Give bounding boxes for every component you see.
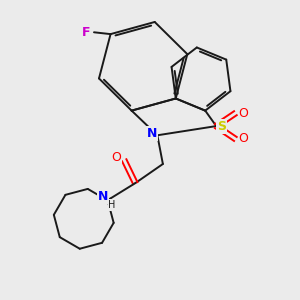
Text: N: N xyxy=(98,190,108,203)
Text: N: N xyxy=(147,127,157,140)
Text: H: H xyxy=(108,200,116,210)
Text: O: O xyxy=(238,107,248,120)
Text: S: S xyxy=(217,120,226,133)
Text: O: O xyxy=(238,133,248,146)
Text: F: F xyxy=(82,26,90,39)
Text: O: O xyxy=(111,151,121,164)
